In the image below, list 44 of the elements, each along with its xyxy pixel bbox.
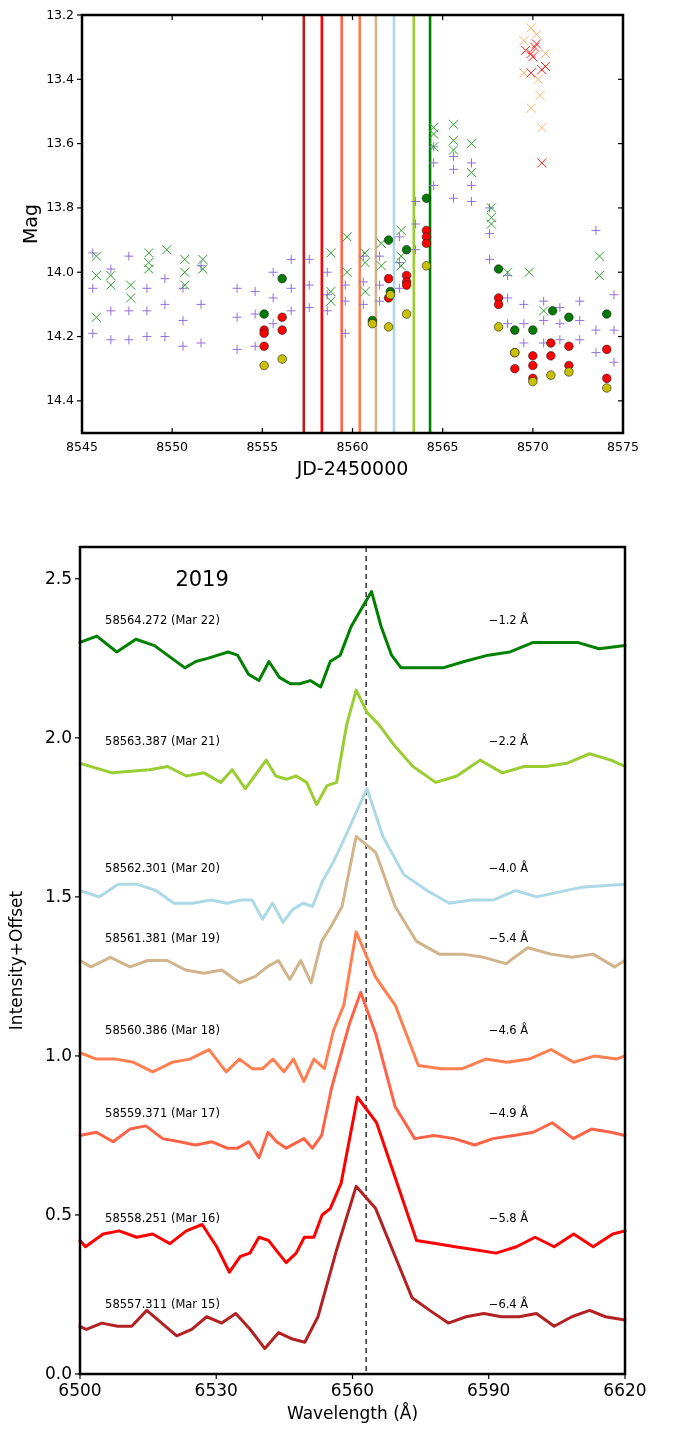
y-tick-label: 0.5 <box>44 1203 72 1224</box>
x-tick-label: 8565 <box>426 439 459 454</box>
x-tick-label: 6590 <box>467 1379 511 1400</box>
x-tick-label: 8550 <box>156 439 189 454</box>
y-axis-title: Mag <box>19 203 41 245</box>
y-tick-label: 14.2 <box>46 328 74 344</box>
y-tick-label: 14.0 <box>46 263 75 279</box>
annotation: −6.4 Å <box>488 1295 529 1311</box>
y-tick-label: 13.8 <box>46 199 75 215</box>
annotation: 58560.386 (Mar 18) <box>105 1023 220 1038</box>
annotation: −5.4 Å <box>488 930 529 945</box>
annotation: −4.6 Å <box>488 1022 529 1038</box>
annotation: −5.8 Å <box>488 1209 529 1225</box>
x-tick-label: 6530 <box>194 1379 238 1400</box>
annotation: −4.0 Å <box>488 860 529 876</box>
x-axis-title: Wavelength (Å) <box>286 1401 419 1423</box>
y-tick-label: 1.0 <box>44 1044 72 1065</box>
y-tick-label: 2.5 <box>44 567 72 588</box>
x-tick-label: 8560 <box>336 439 369 454</box>
annotation: 58564.272 (Mar 22) <box>105 612 220 627</box>
y-tick-label: 2.0 <box>44 726 72 747</box>
annotation: 58557.311 (Mar 15) <box>105 1296 220 1311</box>
annotation: −4.9 Å <box>488 1104 529 1120</box>
y-tick-label: 14.4 <box>46 392 75 408</box>
x-axis-title: JD-2450000 <box>295 456 409 479</box>
x-tick-label: 6620 <box>603 1379 647 1400</box>
y-axis-title: Intensity+Offset <box>6 890 26 1031</box>
annotation: 2019 <box>175 567 229 592</box>
y-tick-label: 13.4 <box>46 70 75 86</box>
y-tick-label: 13.2 <box>46 6 74 22</box>
annotation: 58563.387 (Mar 21) <box>105 733 220 748</box>
annotation: 58559.371 (Mar 17) <box>105 1105 220 1120</box>
x-tick-label: 8570 <box>516 439 549 454</box>
x-tick-label: 8575 <box>607 439 639 454</box>
annotation: 58558.251 (Mar 16) <box>105 1210 220 1225</box>
x-tick-label: 6560 <box>330 1379 375 1400</box>
annotation: −1.2 Å <box>488 611 529 627</box>
annotation: 58561.381 (Mar 19) <box>105 931 220 945</box>
x-tick-label: 8545 <box>66 439 98 454</box>
y-tick-label: 1.5 <box>44 885 72 906</box>
x-tick-label: 8555 <box>246 439 279 454</box>
y-tick-label: 13.6 <box>46 135 75 151</box>
annotation: −2.2 Å <box>488 732 529 748</box>
annotation: 58562.301 (Mar 20) <box>105 861 220 876</box>
